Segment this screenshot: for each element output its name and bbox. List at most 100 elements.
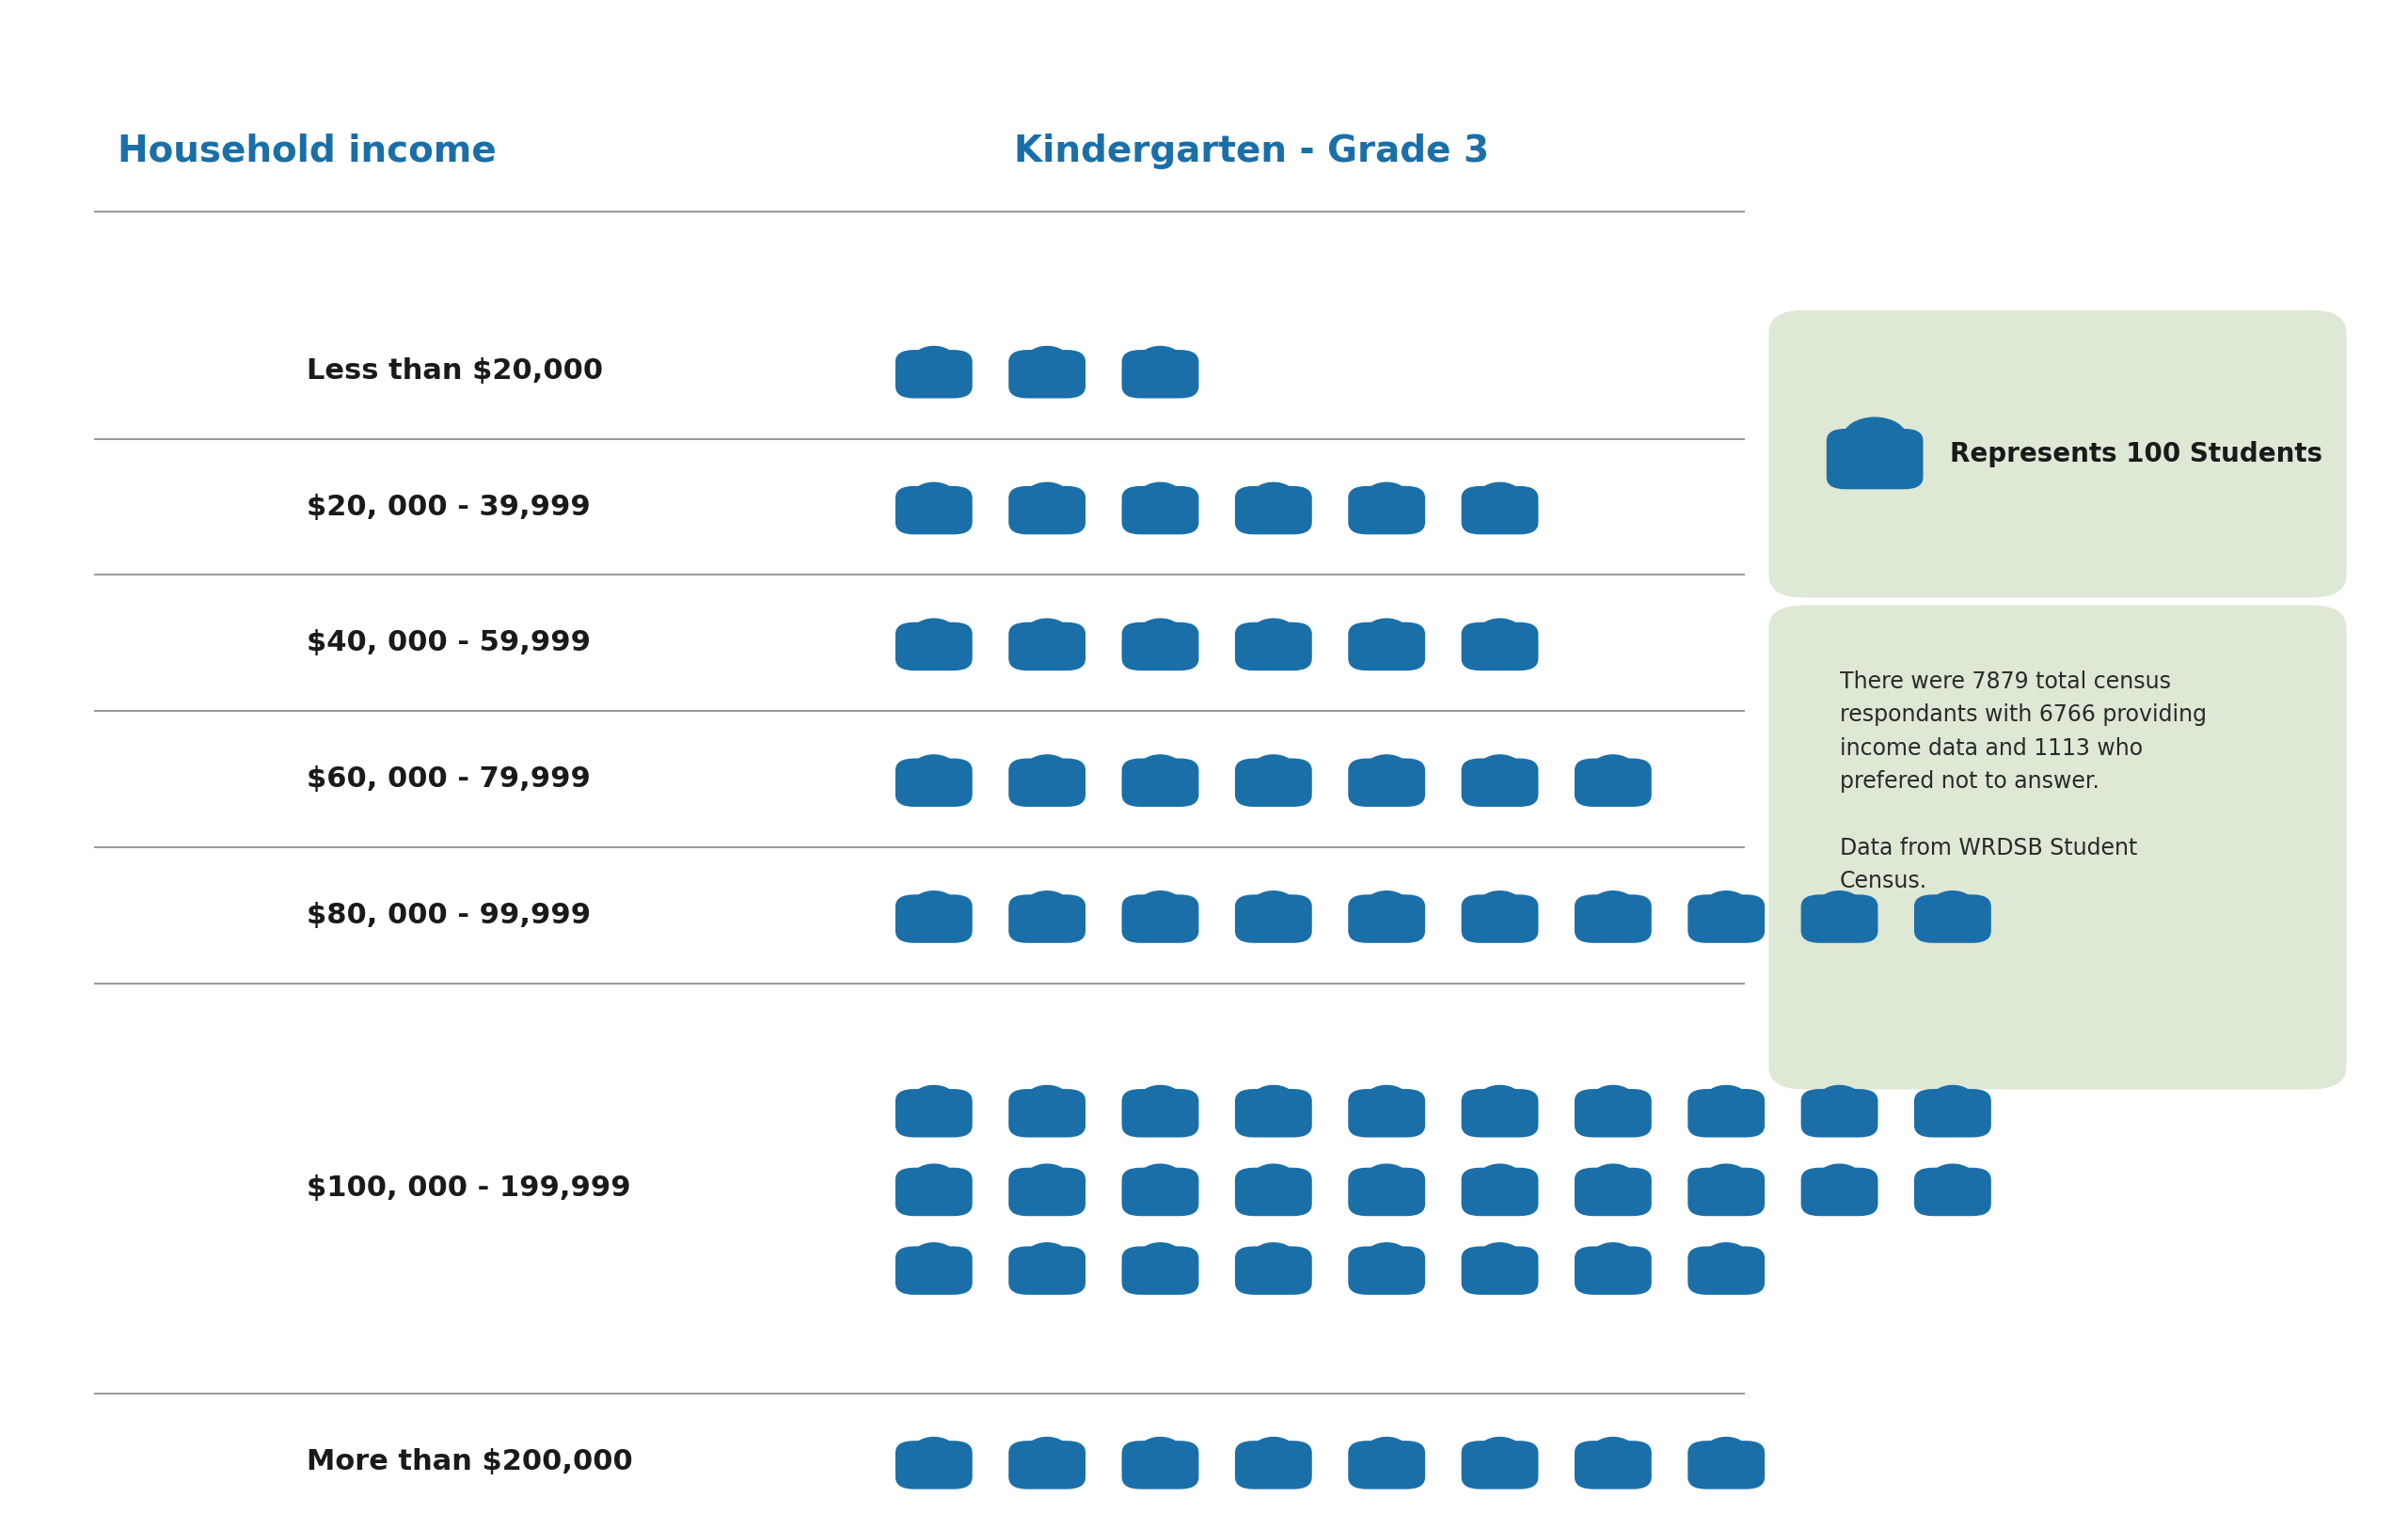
Circle shape <box>913 755 956 782</box>
FancyBboxPatch shape <box>1575 1168 1652 1216</box>
FancyBboxPatch shape <box>896 1168 973 1216</box>
Circle shape <box>1365 1437 1409 1465</box>
Circle shape <box>1592 1437 1635 1465</box>
FancyBboxPatch shape <box>896 350 973 398</box>
FancyBboxPatch shape <box>1575 758 1652 806</box>
Circle shape <box>1026 1242 1069 1269</box>
FancyBboxPatch shape <box>1348 622 1426 670</box>
FancyBboxPatch shape <box>1770 605 2345 1089</box>
Circle shape <box>1026 619 1069 646</box>
FancyBboxPatch shape <box>1575 1440 1652 1489</box>
Circle shape <box>1592 1242 1635 1269</box>
FancyBboxPatch shape <box>1009 1247 1086 1295</box>
Circle shape <box>1705 1242 1748 1269</box>
Circle shape <box>1252 1242 1296 1269</box>
Circle shape <box>913 483 956 510</box>
FancyBboxPatch shape <box>1235 622 1312 670</box>
Circle shape <box>1139 483 1182 510</box>
Circle shape <box>913 1085 956 1112</box>
FancyBboxPatch shape <box>1122 1168 1199 1216</box>
Circle shape <box>1252 483 1296 510</box>
Text: $20, 000 - 39,999: $20, 000 - 39,999 <box>306 493 590 520</box>
FancyBboxPatch shape <box>1575 1247 1652 1295</box>
Circle shape <box>1479 755 1522 782</box>
Text: Household income: Household income <box>118 133 496 169</box>
Circle shape <box>1026 346 1069 374</box>
Circle shape <box>1365 1242 1409 1269</box>
FancyBboxPatch shape <box>1462 1247 1539 1295</box>
Text: $60, 000 - 79,999: $60, 000 - 79,999 <box>306 766 590 793</box>
Circle shape <box>1818 1085 1861 1112</box>
FancyBboxPatch shape <box>1009 1440 1086 1489</box>
Circle shape <box>1365 619 1409 646</box>
FancyBboxPatch shape <box>1348 1089 1426 1138</box>
Circle shape <box>1139 346 1182 374</box>
Circle shape <box>1026 483 1069 510</box>
FancyBboxPatch shape <box>1009 350 1086 398</box>
Circle shape <box>1252 1437 1296 1465</box>
FancyBboxPatch shape <box>1801 1089 1878 1138</box>
Circle shape <box>1139 1085 1182 1112</box>
Circle shape <box>1365 1085 1409 1112</box>
Text: $100, 000 - 199,999: $100, 000 - 199,999 <box>306 1174 631 1203</box>
FancyBboxPatch shape <box>896 1089 973 1138</box>
Circle shape <box>1818 1163 1861 1191</box>
FancyBboxPatch shape <box>1122 894 1199 943</box>
FancyBboxPatch shape <box>1235 1440 1312 1489</box>
FancyBboxPatch shape <box>1914 1089 1991 1138</box>
FancyBboxPatch shape <box>1235 486 1312 534</box>
Circle shape <box>1592 891 1635 918</box>
FancyBboxPatch shape <box>1688 1168 1765 1216</box>
FancyBboxPatch shape <box>1009 1168 1086 1216</box>
FancyBboxPatch shape <box>1688 1440 1765 1489</box>
Circle shape <box>1365 755 1409 782</box>
FancyBboxPatch shape <box>1122 1440 1199 1489</box>
Text: Represents 100 Students: Represents 100 Students <box>1950 440 2324 468</box>
FancyBboxPatch shape <box>1235 1168 1312 1216</box>
FancyBboxPatch shape <box>1914 894 1991 943</box>
FancyBboxPatch shape <box>1122 486 1199 534</box>
Circle shape <box>1026 1085 1069 1112</box>
Circle shape <box>1139 619 1182 646</box>
Text: $40, 000 - 59,999: $40, 000 - 59,999 <box>306 629 590 657</box>
FancyBboxPatch shape <box>896 758 973 806</box>
FancyBboxPatch shape <box>896 486 973 534</box>
Circle shape <box>1479 483 1522 510</box>
FancyBboxPatch shape <box>1462 622 1539 670</box>
FancyBboxPatch shape <box>1348 758 1426 806</box>
FancyBboxPatch shape <box>1462 1089 1539 1138</box>
Circle shape <box>1365 891 1409 918</box>
Circle shape <box>1139 891 1182 918</box>
Circle shape <box>913 1242 956 1269</box>
FancyBboxPatch shape <box>1235 758 1312 806</box>
FancyBboxPatch shape <box>896 622 973 670</box>
FancyBboxPatch shape <box>1688 1089 1765 1138</box>
Circle shape <box>913 891 956 918</box>
Text: Less than $20,000: Less than $20,000 <box>306 357 602 384</box>
Circle shape <box>913 1437 956 1465</box>
Circle shape <box>913 619 956 646</box>
FancyBboxPatch shape <box>1914 1168 1991 1216</box>
Circle shape <box>1931 1085 1975 1112</box>
FancyBboxPatch shape <box>1462 1168 1539 1216</box>
Circle shape <box>1026 755 1069 782</box>
FancyBboxPatch shape <box>1009 894 1086 943</box>
FancyBboxPatch shape <box>1122 1089 1199 1138</box>
FancyBboxPatch shape <box>1009 622 1086 670</box>
Text: There were 7879 total census
respondants with 6766 providing
income data and 111: There were 7879 total census respondants… <box>1840 670 2206 893</box>
FancyBboxPatch shape <box>1009 758 1086 806</box>
Circle shape <box>1365 483 1409 510</box>
FancyBboxPatch shape <box>1575 894 1652 943</box>
FancyBboxPatch shape <box>1801 894 1878 943</box>
Circle shape <box>913 346 956 374</box>
FancyBboxPatch shape <box>1348 1168 1426 1216</box>
FancyBboxPatch shape <box>1122 758 1199 806</box>
Circle shape <box>1705 891 1748 918</box>
FancyBboxPatch shape <box>1688 894 1765 943</box>
FancyBboxPatch shape <box>1235 1247 1312 1295</box>
Circle shape <box>1818 891 1861 918</box>
Circle shape <box>1479 891 1522 918</box>
Circle shape <box>1592 755 1635 782</box>
FancyBboxPatch shape <box>1462 1440 1539 1489</box>
FancyBboxPatch shape <box>1235 894 1312 943</box>
